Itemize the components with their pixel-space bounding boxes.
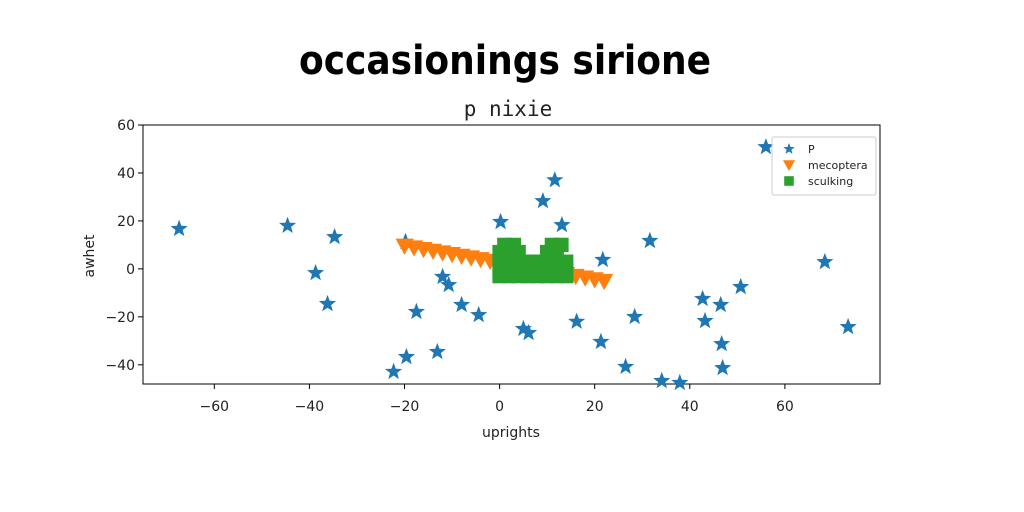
point xyxy=(397,347,415,365)
y-tick-label: −20 xyxy=(105,310,135,326)
y-tick-label: 0 xyxy=(126,262,135,278)
legend-box xyxy=(771,136,877,196)
point xyxy=(546,171,564,188)
point xyxy=(385,362,403,380)
y-tick-label: 20 xyxy=(117,214,135,230)
point xyxy=(407,302,425,320)
point xyxy=(279,216,297,233)
point xyxy=(318,294,336,312)
y-tick-label: 60 xyxy=(117,118,135,134)
chart-subtitle: p nixie xyxy=(464,97,553,121)
series xyxy=(492,237,574,284)
legend-label: mecoptera xyxy=(808,159,868,172)
point xyxy=(714,358,732,376)
point xyxy=(696,311,714,329)
point xyxy=(617,357,635,374)
point xyxy=(712,295,730,313)
point xyxy=(568,312,586,329)
point xyxy=(554,237,569,253)
point xyxy=(553,216,571,233)
x-tick-label: −40 xyxy=(295,399,325,415)
legend-label: P xyxy=(808,143,815,156)
x-tick-label: −60 xyxy=(200,399,230,415)
legend-label: sculking xyxy=(808,175,853,188)
legend-marker xyxy=(783,160,795,171)
y-tick-label: −40 xyxy=(105,358,135,374)
point xyxy=(453,295,471,313)
point xyxy=(816,252,834,270)
point xyxy=(470,305,488,323)
point xyxy=(594,250,612,268)
point xyxy=(492,212,510,230)
point xyxy=(170,219,188,237)
x-tick-label: 20 xyxy=(586,399,604,415)
point xyxy=(514,319,532,337)
x-axis-label: uprights xyxy=(482,425,540,441)
point xyxy=(641,231,659,249)
point xyxy=(428,342,446,360)
point xyxy=(757,138,775,155)
point xyxy=(653,371,671,389)
y-axis-label: awhet xyxy=(82,234,98,278)
y-tick-label: 40 xyxy=(117,166,135,182)
x-tick-label: 40 xyxy=(681,399,699,415)
point xyxy=(595,273,614,291)
point xyxy=(671,373,689,391)
chart-title: occasionings sirione xyxy=(299,38,711,84)
plot-frame xyxy=(142,124,881,385)
point xyxy=(713,335,731,352)
legend-marker xyxy=(783,143,795,154)
point xyxy=(732,277,750,295)
point xyxy=(839,317,857,335)
x-tick-label: −20 xyxy=(390,399,420,415)
point xyxy=(534,192,552,209)
point xyxy=(694,289,712,307)
point xyxy=(626,307,644,325)
point xyxy=(434,267,452,285)
point xyxy=(307,264,325,281)
point xyxy=(440,276,458,293)
x-tick-label: 0 xyxy=(495,399,504,415)
legend-marker xyxy=(784,176,794,186)
series xyxy=(170,138,857,391)
point xyxy=(520,323,538,341)
point xyxy=(506,237,522,253)
x-tick-label: 60 xyxy=(776,399,794,415)
point xyxy=(326,228,344,245)
point xyxy=(592,332,610,350)
